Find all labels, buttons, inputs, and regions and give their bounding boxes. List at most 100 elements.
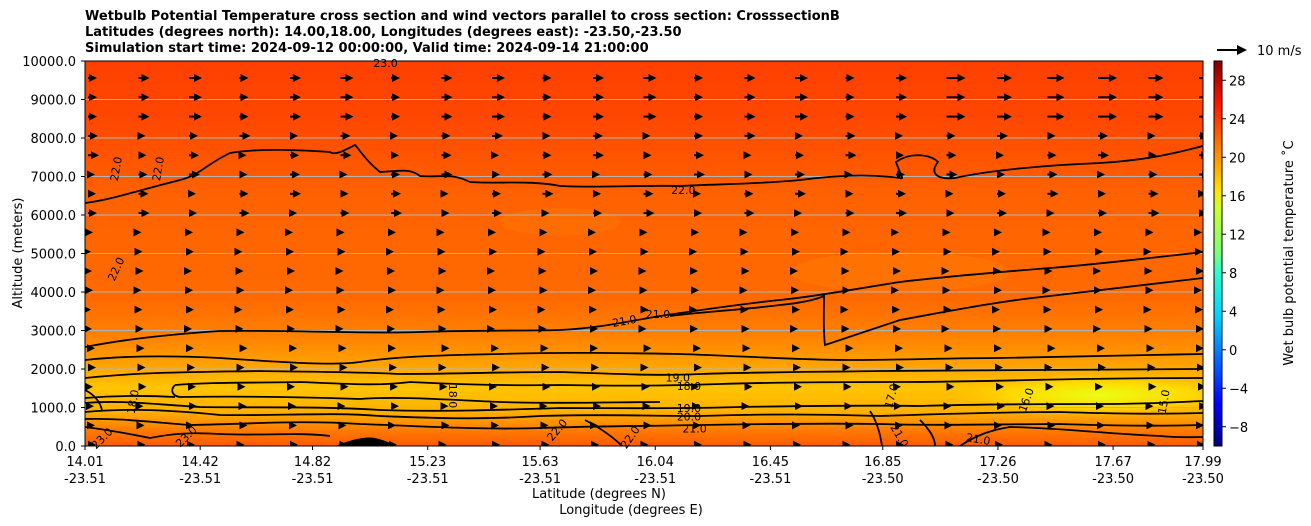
wind-arrow bbox=[689, 305, 697, 314]
contour-21-a bbox=[85, 251, 1203, 348]
wind-arrow bbox=[691, 286, 699, 295]
wind-arrow bbox=[492, 170, 500, 179]
wind-arrow bbox=[740, 305, 749, 314]
wind-arrow bbox=[891, 286, 899, 295]
contour-18-a bbox=[174, 377, 1203, 387]
wind-arrow bbox=[1042, 228, 1051, 237]
wind-arrow bbox=[741, 267, 750, 275]
wind-arrow bbox=[1145, 402, 1154, 411]
wind-arrow bbox=[135, 324, 144, 333]
wind-arrow bbox=[1199, 209, 1203, 218]
wind-arrow bbox=[943, 247, 952, 256]
wind-arrow bbox=[138, 151, 147, 160]
wind-arrow bbox=[1146, 344, 1155, 353]
wind-arrow bbox=[188, 189, 196, 198]
wind-arrow bbox=[490, 402, 498, 411]
wind-arrow bbox=[896, 363, 904, 372]
wind-arrow bbox=[946, 112, 966, 121]
wind-arrow bbox=[184, 267, 192, 275]
wind-arrow bbox=[840, 247, 849, 256]
colorbar bbox=[1214, 61, 1222, 446]
wind-arrow bbox=[844, 170, 853, 179]
colorbar-tick-label: 8 bbox=[1229, 267, 1237, 282]
wind-arrow bbox=[337, 305, 346, 314]
wind-arrow bbox=[694, 112, 703, 121]
chart-title-line-1: Wetbulb Potential Temperature cross sect… bbox=[85, 9, 840, 24]
wind-arrow bbox=[795, 112, 808, 121]
wind-arrow bbox=[388, 344, 396, 353]
wind-arrow bbox=[487, 267, 495, 275]
wind-arrow bbox=[187, 363, 195, 372]
wind-arrow bbox=[137, 363, 146, 372]
wind-arrow bbox=[792, 247, 800, 256]
wind-arrow bbox=[795, 74, 808, 82]
wind-arrow bbox=[997, 209, 1007, 218]
x-axis-label-lat: Latitude (degrees N) bbox=[532, 487, 666, 502]
wind-arrow bbox=[239, 209, 250, 218]
contour-label: 21.0 bbox=[611, 313, 637, 330]
wind-arrow bbox=[794, 382, 802, 391]
wind-arrow bbox=[542, 151, 552, 160]
wind-arrow bbox=[138, 170, 148, 179]
wind-arrow bbox=[892, 305, 900, 314]
wind-arrow bbox=[693, 421, 701, 430]
wind-arrow bbox=[692, 402, 700, 411]
wind-arrow bbox=[88, 112, 97, 121]
wind-arrow bbox=[643, 93, 657, 102]
contour-21-b bbox=[669, 277, 1203, 347]
wind-arrow bbox=[88, 363, 96, 372]
wind-arrow bbox=[1196, 344, 1203, 353]
wind-arrow bbox=[390, 131, 398, 140]
wind-arrow bbox=[1095, 305, 1103, 314]
wind-arrow bbox=[840, 305, 849, 314]
wind-arrow bbox=[795, 93, 808, 102]
wind-arrow bbox=[537, 305, 546, 314]
wind-arrow bbox=[1098, 440, 1106, 446]
wind-arrow bbox=[643, 151, 652, 160]
wind-arrow bbox=[640, 247, 649, 256]
x-tick-label-lon: -23.50 bbox=[862, 472, 904, 487]
wind-arrow bbox=[790, 267, 798, 275]
wind-arrow bbox=[643, 170, 653, 179]
wind-arrow bbox=[538, 324, 547, 333]
wind-arrow bbox=[1194, 286, 1202, 295]
wind-arrow bbox=[942, 228, 951, 237]
wind-arrow bbox=[946, 131, 956, 140]
wind-arrow bbox=[186, 305, 194, 314]
y-tick-label: 5000.0 bbox=[31, 248, 77, 263]
wind-arrow bbox=[896, 440, 904, 446]
wind-arrow bbox=[338, 344, 347, 353]
colorbar-label: Wet bulb potential temperature ˚C bbox=[1281, 140, 1297, 365]
wind-arrow bbox=[1196, 267, 1203, 275]
wind-arrow bbox=[391, 93, 400, 102]
contour-lower-6 bbox=[869, 410, 883, 446]
wind-arrow bbox=[992, 247, 1000, 256]
wind-arrow bbox=[441, 344, 450, 353]
wind-arrow bbox=[642, 402, 651, 411]
wind-arrow bbox=[492, 363, 500, 372]
wind-arrow bbox=[290, 189, 301, 198]
wind-arrow bbox=[842, 440, 851, 446]
wind-arrow bbox=[290, 440, 298, 446]
wind-arrow bbox=[239, 74, 249, 82]
wind-arrow bbox=[1044, 363, 1053, 372]
wind-arrow bbox=[995, 440, 1003, 446]
wind-arrow bbox=[85, 325, 92, 333]
wind-arrow bbox=[1043, 247, 1052, 256]
wind-arrow bbox=[946, 170, 958, 179]
wind-arrow bbox=[691, 382, 699, 391]
wind-arrow bbox=[189, 131, 198, 140]
wind-arrow bbox=[88, 440, 96, 446]
wind-arrow bbox=[1045, 382, 1054, 391]
wind-arrow bbox=[542, 382, 551, 391]
wind-arrow bbox=[188, 382, 196, 391]
wind-arrow bbox=[235, 324, 244, 333]
contour-22-upper bbox=[85, 143, 1203, 204]
wind-arrow bbox=[1097, 344, 1105, 353]
wind-arrow bbox=[694, 440, 702, 446]
y-tick-label: 0.0 bbox=[55, 440, 76, 455]
wind-arrow bbox=[896, 74, 907, 82]
wind-arrow bbox=[1047, 74, 1065, 82]
wind-arrow bbox=[845, 344, 854, 353]
